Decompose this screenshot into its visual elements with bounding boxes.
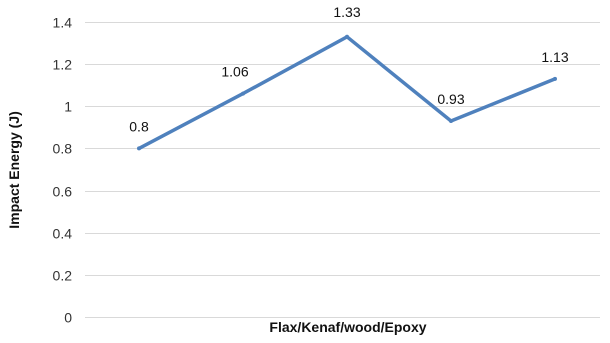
y-tick-label: 0: [64, 310, 72, 326]
y-axis-title: Impact Energy (J): [6, 111, 22, 228]
data-label: 1.13: [541, 49, 568, 65]
series-layer: [137, 34, 557, 151]
y-tick-label: 0.8: [53, 141, 73, 157]
data-point: [553, 76, 557, 81]
data-label: 1.33: [333, 4, 360, 20]
y-tick-label: 1.4: [53, 15, 73, 31]
y-tick-label: 0.2: [53, 268, 73, 284]
y-tick-label: 0.6: [53, 184, 73, 200]
data-label: 1.06: [221, 64, 248, 80]
data-point: [137, 146, 141, 151]
series-line: [138, 34, 556, 150]
y-tick-label: 1.2: [53, 57, 73, 73]
y-axis-ticks: 0 0.2 0.4 0.6 0.8 1 1.2 1.4: [53, 15, 73, 326]
data-point: [345, 34, 349, 39]
data-labels: 0.8 1.06 1.33 0.93 1.13: [129, 4, 569, 135]
gridlines: [85, 22, 600, 318]
data-label: 0.93: [437, 91, 464, 107]
y-tick-label: 0.4: [53, 226, 73, 242]
data-point: [449, 119, 453, 123]
data-point: [241, 91, 245, 96]
x-axis-title: Flax/Kenaf/wood/Epoxy: [269, 319, 426, 335]
y-tick-label: 1: [64, 99, 72, 115]
data-label: 0.8: [129, 118, 149, 134]
